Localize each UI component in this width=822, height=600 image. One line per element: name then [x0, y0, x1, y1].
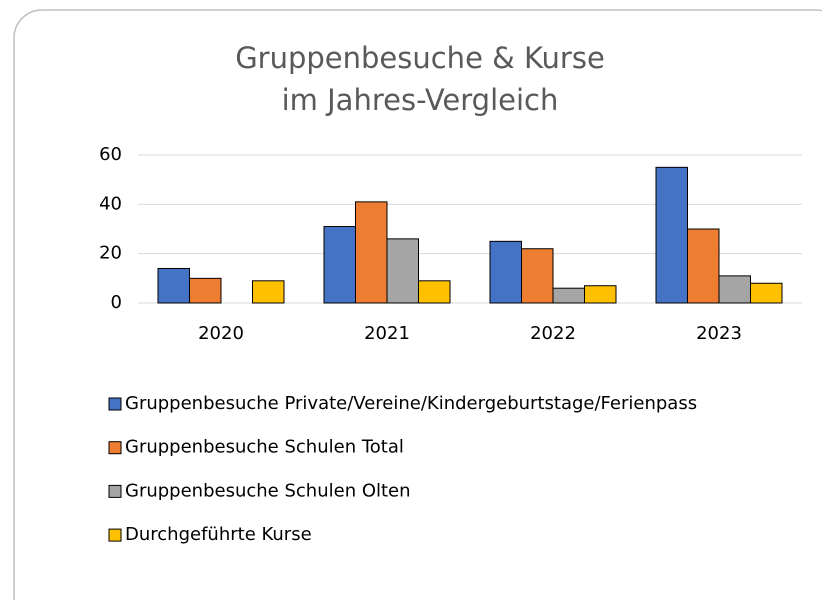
bar [584, 285, 617, 304]
bar [687, 228, 720, 304]
bar [552, 287, 585, 304]
legend-swatch [108, 484, 122, 498]
bar [157, 267, 190, 304]
legend-label: Durchgeführte Kurse [125, 524, 312, 545]
legend-swatch [108, 441, 122, 455]
bar [355, 201, 388, 304]
bar [252, 280, 285, 304]
bar [750, 282, 783, 304]
legend-label: Gruppenbesuche Schulen Total [125, 437, 404, 458]
bar [189, 277, 222, 304]
chart-title: im Jahres-Vergleich [282, 83, 559, 117]
x-tick-label: 2021 [364, 323, 410, 344]
bar [418, 280, 451, 304]
bar [386, 238, 419, 304]
legend-label: Gruppenbesuche Private/Vereine/Kindergeb… [125, 393, 697, 414]
bar [323, 226, 356, 304]
chart-title: Gruppenbesuche & Kurse [235, 41, 605, 75]
bar [655, 166, 688, 304]
bar [521, 248, 554, 304]
legend-swatch [108, 397, 122, 411]
y-tick-label: 20 [99, 243, 122, 264]
y-tick-label: 60 [99, 144, 122, 165]
chart-frame [13, 9, 822, 600]
bar [489, 240, 522, 304]
legend-label: Gruppenbesuche Schulen Olten [125, 480, 411, 501]
legend-swatch [108, 528, 122, 542]
y-tick-label: 0 [111, 292, 122, 313]
bar [718, 275, 751, 304]
y-tick-label: 40 [99, 193, 122, 214]
x-tick-label: 2022 [530, 323, 576, 344]
x-tick-label: 2023 [696, 323, 742, 344]
x-tick-label: 2020 [198, 323, 244, 344]
